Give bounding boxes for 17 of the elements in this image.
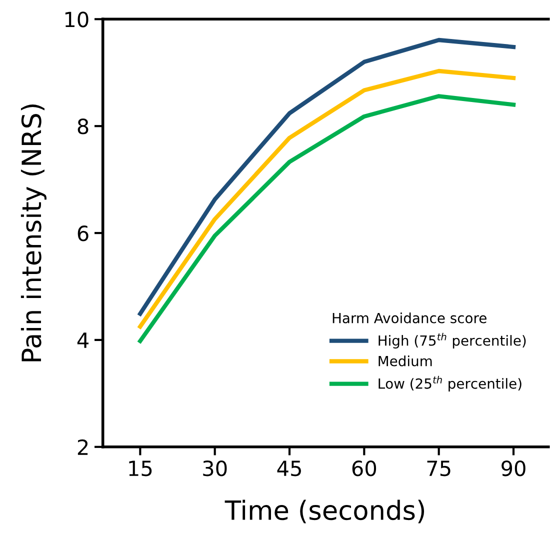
x-axis-title: Time (seconds) (224, 500, 424, 524)
legend-label: High (75$^{th}$ percentile) (378, 332, 526, 348)
legend-title: Harm Avoidance score (332, 312, 486, 324)
y-axis-title: Pain intensity (NRS) (20, 104, 46, 362)
y-tick-label: 4 (77, 332, 88, 348)
y-tick-label: 6 (78, 225, 88, 242)
x-tick-label: 60 (352, 460, 376, 476)
y-tick-label: 10 (65, 12, 88, 28)
x-tick-label: 75 (427, 460, 450, 476)
x-tick-label: 30 (203, 460, 227, 476)
legend-label: Low (25$^{th}$ percentile) (378, 376, 522, 392)
y-tick-label: 2 (78, 439, 88, 455)
x-tick-label: 15 (129, 460, 152, 476)
y-tick-label: 8 (78, 118, 88, 134)
x-tick-label: 45 (277, 460, 301, 476)
x-tick-label: 90 (502, 460, 526, 476)
legend-label: Medium (378, 356, 432, 366)
